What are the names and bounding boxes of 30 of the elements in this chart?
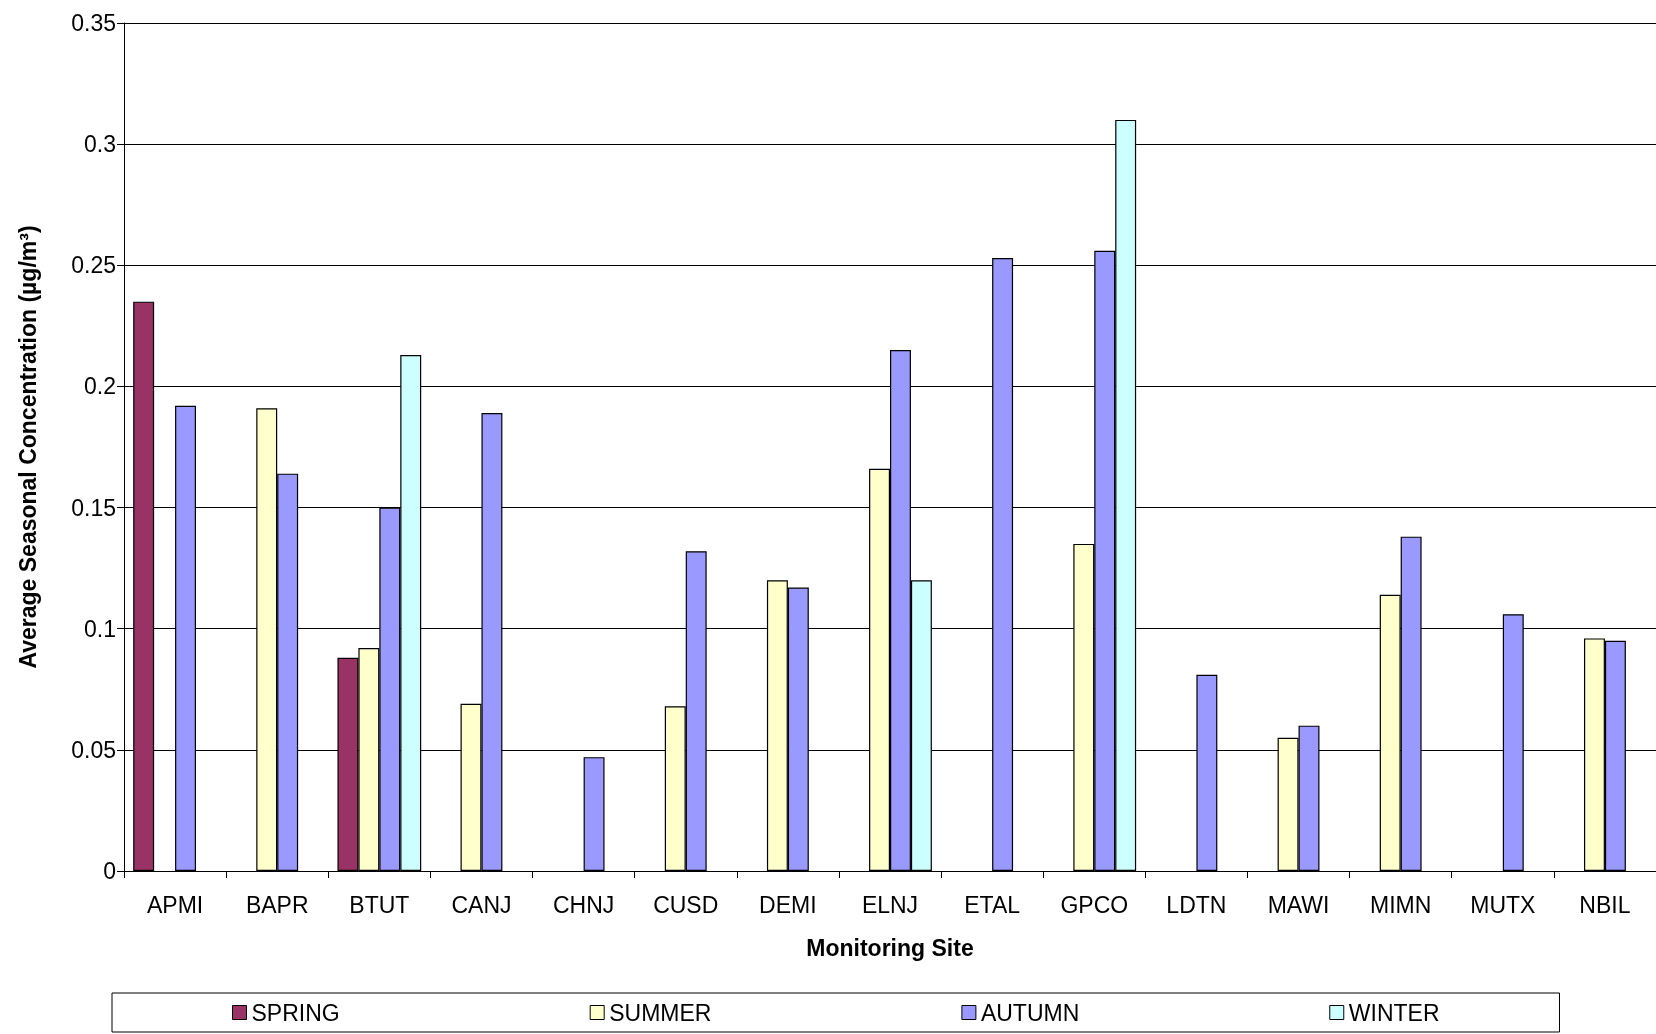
legend-label: WINTER (1348, 999, 1440, 1026)
x-tick-label: DEMI (759, 891, 817, 918)
x-tick-label: MAWI (1267, 891, 1330, 918)
x-tick-label: CHNJ (552, 891, 615, 918)
x-tick-label: BAPR (245, 891, 309, 918)
y-tick-label: 0.05 (71, 736, 116, 763)
legend-label: AUTUMN (980, 999, 1080, 1026)
y-tick-label: 0.1 (84, 615, 116, 642)
x-tick-label: MUTX (1470, 891, 1536, 918)
x-tick-label: CUSD (653, 891, 719, 918)
y-tick-label: 0.2 (84, 373, 116, 400)
x-tick-label: ETAL (964, 891, 1021, 918)
y-tick-label: 0.3 (84, 131, 116, 158)
x-tick-label: LDTN (1166, 891, 1227, 918)
x-tick-label: APMI (146, 891, 204, 918)
y-tick-label: 0.35 (71, 10, 116, 36)
y-axis-title: Average Seasonal Concentration (µg/m³) (14, 225, 41, 669)
x-tick-label: NBIL (1579, 891, 1631, 918)
legend-label: SUMMER (609, 999, 712, 1026)
y-tick-label: 0 (103, 858, 116, 884)
x-tick-label: MIMN (1370, 891, 1432, 918)
x-tick-label: ELNJ (861, 891, 919, 918)
y-tick-label: 0.15 (71, 494, 116, 521)
bar (583, 757, 605, 871)
x-tick-label: GPCO (1060, 891, 1129, 918)
x-tick-label: CANJ (451, 891, 512, 918)
x-tick-label: BTUT (349, 891, 410, 918)
y-tick-label: 0.25 (71, 252, 116, 279)
x-axis-title: Monitoring Site (806, 934, 974, 961)
legend-label: SPRING (251, 999, 340, 1026)
